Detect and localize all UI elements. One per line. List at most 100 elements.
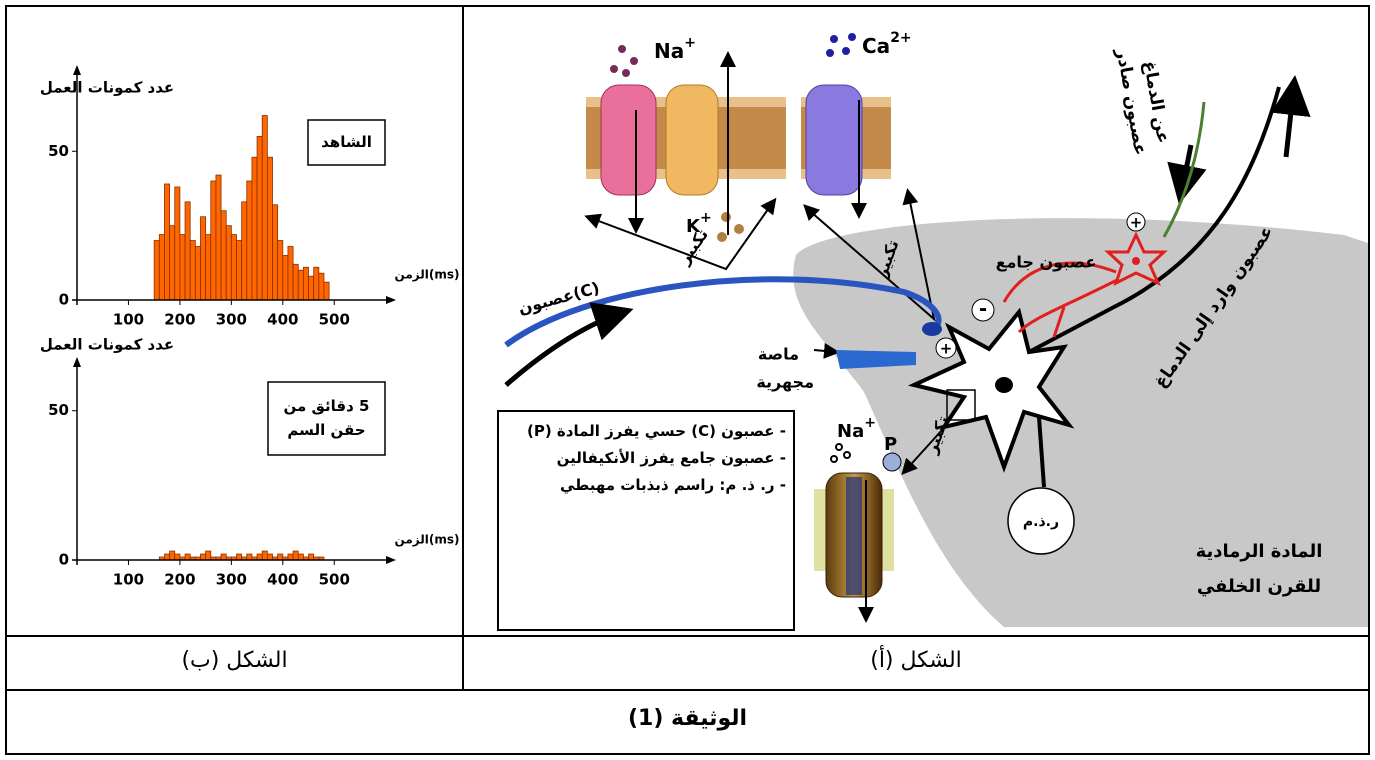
interneuron-axon — [1002, 261, 1120, 338]
histogram-bar — [164, 553, 171, 561]
oscilloscope — [1007, 487, 1075, 555]
histogram-bar — [169, 225, 176, 301]
histogram-bar — [261, 550, 268, 561]
x-tick-label: 500 — [319, 571, 350, 589]
efferent-neuron — [1162, 101, 1206, 238]
y-tick-label: 50 — [48, 142, 69, 160]
histogram-bar — [266, 156, 273, 301]
border — [5, 5, 7, 755]
annotation: حقن السم — [287, 421, 365, 439]
histogram-bar — [230, 234, 237, 301]
histogram-bar — [308, 275, 315, 301]
histogram-bar — [189, 240, 196, 301]
histogram-bar — [292, 263, 299, 301]
annotation-box — [307, 119, 386, 166]
substance-p-dot — [882, 452, 902, 472]
histogram-bar — [246, 180, 253, 301]
gray-matter-label: للقرن الخلفي — [1197, 576, 1321, 597]
x-tick-label: 100 — [113, 571, 144, 589]
histogram-bar — [287, 553, 294, 561]
micropipette — [836, 350, 916, 369]
histogram-bar — [277, 553, 284, 561]
interneuron-nucleus — [1132, 257, 1140, 265]
legend-item: - عصبون جامع يفرز الأنكيفالين — [556, 449, 786, 467]
neuron-c-terminal — [922, 322, 942, 336]
ion-dots — [610, 45, 638, 77]
interneuron — [1104, 231, 1168, 286]
border — [462, 5, 464, 691]
substance-label: P — [884, 434, 897, 455]
pipette-label: مجهرية — [756, 373, 814, 392]
x-tick-label: 300 — [216, 571, 247, 589]
sign-circle — [935, 337, 957, 359]
y-axis-label: عدد كمونات العمل — [40, 79, 174, 97]
x-axis-label: الزمن(ms) — [395, 268, 460, 282]
histogram-bar — [215, 174, 222, 301]
pipette-label: ماصة — [758, 345, 799, 364]
gray-matter-label: المادة الرمادية — [1196, 541, 1323, 562]
histogram-bar — [272, 204, 279, 301]
ion-symbol: Ca — [862, 34, 890, 58]
y-tick-label: 0 — [59, 551, 69, 569]
neuron-c-label: عصبون(C) — [516, 278, 601, 318]
histogram-bar — [292, 550, 299, 561]
y-tick-label: 0 — [59, 291, 69, 309]
histogram-bar — [200, 553, 207, 561]
relay-neuron — [907, 307, 1075, 473]
ion-label: Ca2+ — [862, 30, 912, 58]
axis-arrow — [73, 65, 81, 75]
histogram-bar — [251, 156, 258, 301]
border — [1368, 5, 1370, 755]
histogram-bar — [256, 553, 263, 561]
histogram-bar — [297, 269, 304, 301]
histogram-bar — [179, 234, 186, 301]
ion-symbol: Na — [654, 39, 684, 63]
histogram-bar — [153, 240, 160, 301]
ion-dots — [717, 212, 744, 242]
ion-charge: + — [700, 210, 712, 226]
histogram-bar — [158, 234, 165, 301]
sign: + — [940, 340, 953, 358]
histogram-bar — [241, 201, 248, 301]
histogram-bar — [169, 550, 176, 561]
x-tick-label: 400 — [267, 311, 298, 329]
channel — [600, 84, 657, 196]
magnify-frame — [946, 389, 976, 421]
axis-arrow — [386, 556, 396, 564]
histogram-bar — [261, 115, 268, 301]
histogram-bar — [220, 210, 227, 301]
channel-pore — [846, 477, 862, 595]
ion-symbol: K — [686, 216, 701, 237]
ion-label: K+ — [686, 210, 712, 237]
propagation-arrow — [504, 302, 634, 387]
histogram-bar — [184, 201, 191, 301]
histogram-bar — [287, 246, 294, 301]
nucleus — [995, 377, 1013, 393]
afferent-arrow — [1270, 75, 1311, 158]
x-tick-label: 400 — [267, 571, 298, 589]
figure-caption: الشكل (أ) — [870, 648, 962, 673]
document-title: الوثيقة (1) — [627, 706, 748, 731]
ion-charge: 2+ — [890, 30, 911, 46]
efferent-arrow — [1167, 144, 1207, 205]
annotation: الشاهد — [321, 133, 372, 151]
afferent-axon — [1028, 86, 1281, 354]
y-axis-label: عدد كمونات العمل — [40, 336, 174, 354]
histogram-bar — [313, 266, 320, 301]
histogram-bar — [210, 180, 217, 301]
histogram-bar — [256, 135, 263, 301]
sign-circle — [1126, 212, 1146, 232]
histogram-bar — [184, 553, 191, 561]
legend-item: - عصبون (C) حسي يفرز المادة (P) — [526, 422, 786, 440]
border — [5, 753, 1370, 755]
border — [5, 5, 1370, 7]
histogram-bar — [277, 240, 284, 301]
histogram-bar — [266, 553, 273, 561]
histogram-bar — [236, 240, 243, 301]
sign: - — [979, 297, 987, 321]
sign: + — [1130, 214, 1143, 232]
border — [5, 689, 1370, 691]
ion-dots — [830, 443, 851, 463]
electrode — [1037, 416, 1046, 488]
histogram-bar — [174, 186, 181, 301]
